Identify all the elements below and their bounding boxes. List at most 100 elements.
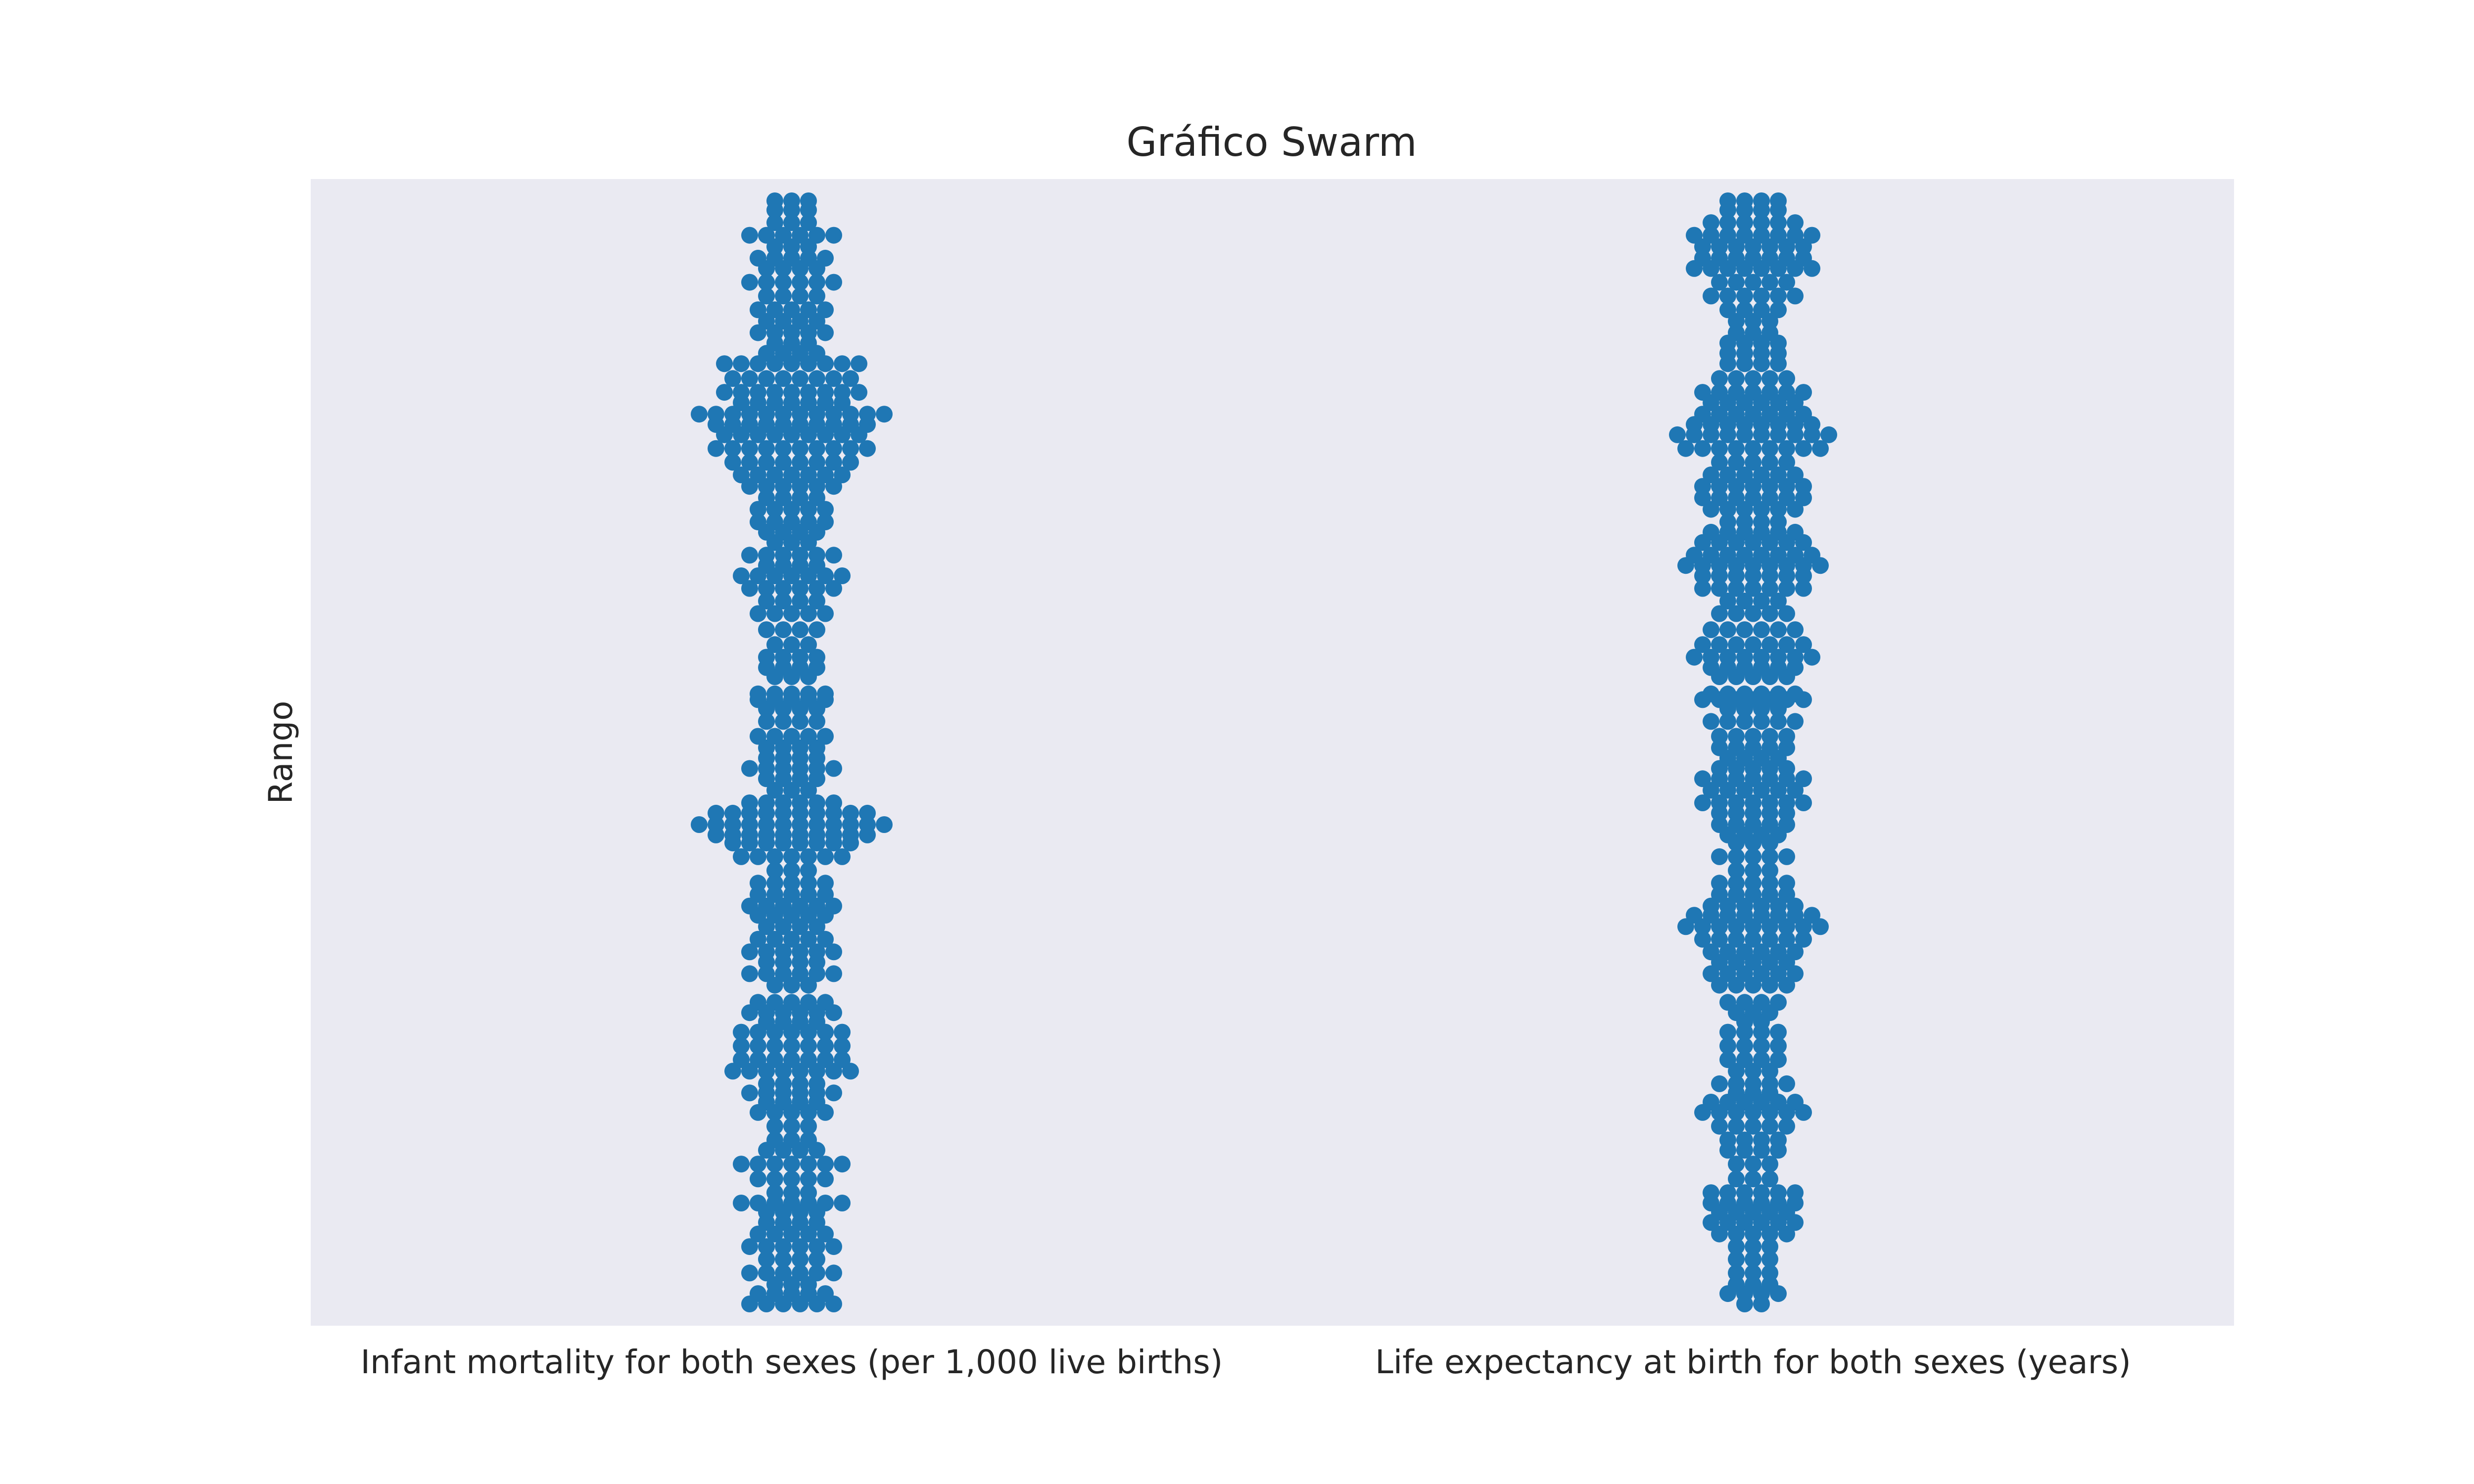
swarm-point-life-expectancy: [1753, 593, 1770, 609]
swarm-point-life-expectancy: [1711, 580, 1728, 597]
swarm-point-infant-mortality: [800, 875, 817, 892]
swarm-point-life-expectancy: [1778, 1075, 1795, 1092]
swarm-point-infant-mortality: [817, 1037, 834, 1055]
swarm-point-infant-mortality: [708, 804, 724, 822]
swarm-point-life-expectancy: [1770, 466, 1787, 483]
swarm-point-life-expectancy: [1719, 593, 1736, 609]
swarm-point-life-expectancy: [1736, 513, 1753, 531]
swarm-point-infant-mortality: [783, 301, 800, 319]
swarm-point-infant-mortality: [783, 513, 800, 531]
swarm-point-life-expectancy: [1761, 274, 1778, 291]
swarm-point-life-expectancy: [1761, 930, 1778, 948]
swarm-point-life-expectancy: [1745, 1264, 1761, 1282]
swarm-point-life-expectancy: [1745, 454, 1761, 471]
swarm-point-infant-mortality: [817, 1195, 834, 1211]
swarm-point-life-expectancy: [1677, 440, 1694, 457]
swarm-point-infant-mortality: [809, 1238, 825, 1255]
swarm-point-life-expectancy: [1753, 649, 1770, 666]
swarm-point-infant-mortality: [851, 355, 867, 372]
swarm-point-infant-mortality: [792, 593, 809, 609]
swarm-point-infant-mortality: [733, 848, 750, 865]
swarm-point-infant-mortality: [817, 605, 834, 622]
swarm-point-life-expectancy: [1753, 547, 1770, 564]
swarm-point-infant-mortality: [775, 370, 792, 387]
swarm-point-infant-mortality: [775, 454, 792, 471]
swarm-point-infant-mortality: [766, 1131, 783, 1149]
swarm-point-infant-mortality: [775, 1238, 792, 1255]
swarm-point-life-expectancy: [1745, 1156, 1761, 1173]
swarm-point-infant-mortality: [809, 440, 825, 457]
swarm-point-life-expectancy: [1719, 1037, 1736, 1055]
swarm-point-infant-mortality: [800, 1051, 817, 1068]
swarm-point-life-expectancy: [1753, 685, 1770, 702]
swarm-point-infant-mortality: [775, 547, 792, 564]
swarm-point-life-expectancy: [1745, 728, 1761, 745]
swarm-point-infant-mortality: [783, 1170, 800, 1188]
swarm-point-infant-mortality: [741, 547, 758, 564]
swarm-point-infant-mortality: [817, 513, 834, 531]
swarm-point-infant-mortality: [724, 454, 741, 471]
swarm-point-life-expectancy: [1770, 994, 1787, 1011]
swarm-point-life-expectancy: [1778, 930, 1795, 948]
swarm-point-infant-mortality: [766, 862, 783, 879]
swarm-point-life-expectancy: [1719, 547, 1736, 564]
swarm-point-infant-mortality: [783, 636, 800, 653]
swarm-point-life-expectancy: [1753, 1051, 1770, 1068]
swarm-point-infant-mortality: [733, 567, 750, 584]
swarm-point-life-expectancy: [1694, 770, 1711, 788]
swarm-point-life-expectancy: [1787, 621, 1804, 638]
swarm-point-life-expectancy: [1728, 440, 1745, 457]
swarm-point-life-expectancy: [1719, 713, 1736, 730]
y-axis-label: Rango: [262, 701, 300, 804]
swarm-point-life-expectancy: [1745, 1117, 1761, 1135]
swarm-point-life-expectancy: [1736, 713, 1753, 730]
swarm-point-infant-mortality: [792, 454, 809, 471]
swarm-point-infant-mortality: [775, 580, 792, 597]
swarm-point-life-expectancy: [1761, 1251, 1778, 1268]
swarm-point-infant-mortality: [792, 1264, 809, 1282]
swarm-point-infant-mortality: [809, 713, 825, 730]
swarm-point-life-expectancy: [1745, 636, 1761, 653]
swarm-point-life-expectancy: [1703, 287, 1719, 305]
swarm-point-infant-mortality: [800, 862, 817, 879]
swarm-point-infant-mortality: [766, 192, 783, 209]
swarm-point-infant-mortality: [783, 1117, 800, 1135]
swarm-point-infant-mortality: [783, 862, 800, 879]
swarm-point-infant-mortality: [741, 760, 758, 777]
swarm-point-infant-mortality: [741, 943, 758, 961]
swarm-point-life-expectancy: [1711, 274, 1728, 291]
swarm-point-infant-mortality: [750, 685, 766, 702]
swarm-point-life-expectancy: [1770, 227, 1787, 244]
swarm-point-infant-mortality: [750, 1051, 766, 1068]
swarm-point-infant-mortality: [792, 370, 809, 387]
swarm-point-life-expectancy: [1745, 794, 1761, 811]
swarm-point-life-expectancy: [1694, 636, 1711, 653]
swarm-point-infant-mortality: [783, 685, 800, 702]
swarm-points: [691, 192, 1837, 1312]
swarm-point-life-expectancy: [1787, 649, 1804, 666]
swarm-point-life-expectancy: [1694, 384, 1711, 401]
swarm-point-life-expectancy: [1703, 227, 1719, 244]
swarm-point-life-expectancy: [1770, 593, 1787, 609]
swarm-point-life-expectancy: [1736, 685, 1753, 702]
swarm-point-infant-mortality: [792, 227, 809, 244]
swarm-point-life-expectancy: [1686, 907, 1703, 924]
swarm-point-life-expectancy: [1711, 384, 1728, 401]
swarm-point-life-expectancy: [1686, 547, 1703, 564]
swarm-point-life-expectancy: [1711, 875, 1728, 892]
swarm-point-infant-mortality: [783, 1051, 800, 1068]
swarm-point-life-expectancy: [1770, 1023, 1787, 1041]
swarm-point-infant-mortality: [876, 816, 893, 833]
swarm-point-infant-mortality: [775, 943, 792, 961]
swarm-point-life-expectancy: [1770, 1051, 1787, 1068]
swarm-point-infant-mortality: [783, 994, 800, 1011]
swarm-point-life-expectancy: [1761, 605, 1778, 622]
swarm-point-infant-mortality: [817, 466, 834, 483]
swarm-point-infant-mortality: [834, 1156, 851, 1173]
swarm-point-life-expectancy: [1745, 1075, 1761, 1092]
swarm-point-infant-mortality: [733, 466, 750, 483]
swarm-point-infant-mortality: [766, 384, 783, 401]
swarm-point-life-expectancy: [1728, 794, 1745, 811]
swarm-point-infant-mortality: [758, 1264, 775, 1282]
swarm-point-life-expectancy: [1719, 943, 1736, 961]
